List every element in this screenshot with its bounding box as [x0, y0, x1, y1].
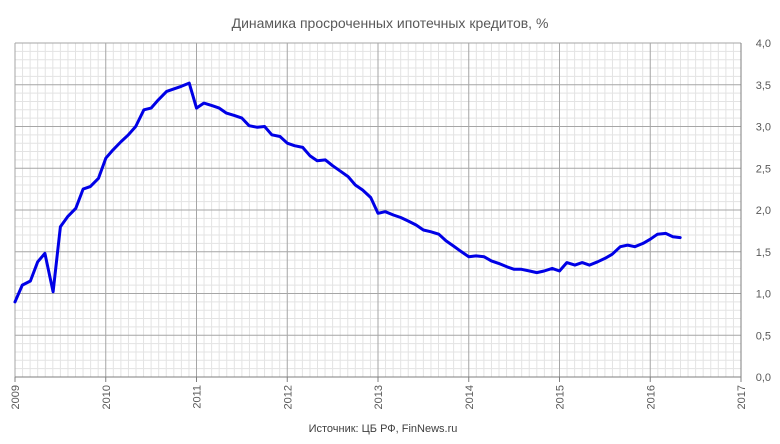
y-tick-label: 3,5	[756, 80, 771, 92]
x-tick-label: 2017	[736, 385, 748, 409]
y-tick-label: 1,0	[756, 289, 771, 301]
x-tick-label: 2009	[10, 385, 22, 409]
y-tick-label: 4,0	[756, 38, 771, 50]
y-tick-label: 2,5	[756, 163, 771, 175]
y-tick-label: 1,5	[756, 247, 771, 259]
x-tick-label: 2012	[282, 385, 294, 409]
x-tick-label: 2010	[101, 385, 113, 409]
x-tick-label: 2011	[192, 385, 204, 409]
y-tick-label: 3,0	[756, 122, 771, 134]
series-line	[13, 81, 682, 304]
x-tick-label: 2015	[555, 385, 567, 409]
plot-area: 0,0 0,5 1,0 1,5 2,0 2,5 3,0 3,5 4,0 2009 2010 2011 2…	[10, 38, 771, 409]
y-tick-label: 2,0	[756, 205, 771, 217]
x-tick-label: 2016	[645, 385, 657, 409]
x-tick-label: 2013	[373, 385, 385, 409]
chart-title: Динамика просроченных ипотечных кредитов…	[232, 15, 549, 31]
y-tick-label: 0,5	[756, 330, 771, 342]
chart-source: Источник: ЦБ РФ, FinNews.ru	[309, 423, 458, 435]
y-tick-label: 0,0	[756, 372, 771, 384]
x-tick-label: 2014	[464, 385, 476, 409]
